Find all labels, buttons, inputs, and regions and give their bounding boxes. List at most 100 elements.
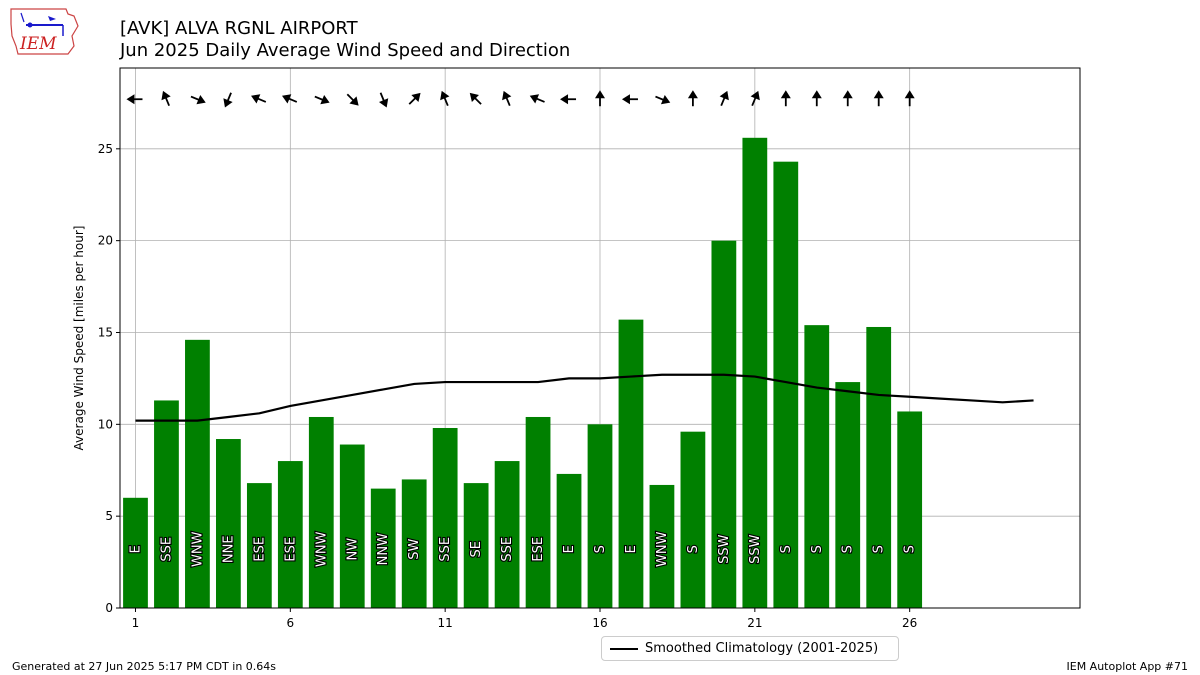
bar-day-6 [277, 461, 303, 608]
chart-title: Jun 2025 Daily Average Wind Speed and Di… [120, 40, 571, 61]
direction-label-day-6: ESE [283, 537, 298, 562]
direction-label-day-16: S [593, 545, 608, 553]
direction-label-day-8: NW [345, 538, 360, 561]
bar-day-21 [742, 137, 768, 609]
legend-label: Smoothed Climatology (2001-2025) [645, 641, 879, 656]
generated-timestamp: Generated at 27 Jun 2025 5:17 PM CDT in … [12, 660, 277, 673]
wind-arrow-head [440, 90, 450, 101]
bar-day-18 [649, 484, 675, 608]
wind-arrow-head [223, 98, 233, 108]
wind-arrow-head [780, 90, 791, 99]
wind-arrow-day-13 [502, 90, 512, 107]
wind-arrow-head [251, 94, 261, 104]
bar-day-25 [866, 326, 892, 608]
bar-day-20 [711, 240, 737, 608]
bar-day-12 [463, 483, 489, 608]
direction-label-day-22: S [779, 545, 794, 553]
y-axis-label: Average Wind Speed [miles per hour] [72, 226, 86, 451]
wind-arrow-head [469, 92, 479, 103]
wind-arrow-head [660, 94, 671, 105]
bar-day-11 [432, 428, 458, 608]
y-tick-label: 25 [98, 142, 113, 156]
direction-label-day-26: S [903, 545, 918, 553]
direction-label-day-9: NNW [376, 533, 391, 565]
wind-arrow-day-12 [469, 92, 482, 105]
wind-arrow-head [873, 90, 884, 99]
bar-day-19 [680, 431, 706, 608]
bar-day-23 [804, 325, 830, 608]
bar-day-16 [587, 424, 613, 608]
app-credit: IEM Autoplot App #71 [1066, 660, 1189, 673]
direction-label-day-25: S [872, 545, 887, 553]
bar-day-3 [185, 339, 210, 608]
x-tick-label: 21 [747, 616, 762, 630]
logo-text: IEM [19, 34, 57, 54]
direction-label-day-14: ESE [531, 537, 546, 562]
bar-day-24 [835, 382, 861, 608]
direction-label-day-15: E [562, 545, 577, 553]
wind-arrow-day-17 [621, 94, 638, 105]
wind-arrow-head [349, 96, 359, 106]
wind-arrow-head [811, 90, 822, 99]
y-tick-label: 15 [98, 325, 113, 339]
y-tick-label: 5 [105, 509, 113, 523]
bar-day-5 [246, 483, 272, 608]
wind-arrow-day-23 [811, 90, 822, 107]
bar-day-10 [401, 479, 427, 608]
legend: Smoothed Climatology (2001-2025) [601, 636, 899, 661]
wind-arrow-day-2 [161, 90, 171, 107]
bar-day-13 [494, 461, 520, 608]
x-tick-label: 1 [132, 616, 140, 630]
wind-arrow-head [502, 90, 512, 101]
direction-label-day-23: S [810, 545, 825, 553]
wind-arrow-head [750, 90, 760, 101]
direction-label-layer: E SSE WNW NNE ESE ESE WNW NW NNW SW SSE SE SSE ESE E S E… [127, 530, 918, 568]
direction-label-day-3: WNW [190, 531, 205, 567]
wind-arrow-head [320, 94, 330, 105]
bar-day-1 [123, 497, 148, 608]
climatology-layer [135, 373, 1034, 422]
arrow-layer [126, 90, 915, 108]
bar-day-17 [618, 319, 644, 608]
wind-arrow-day-21 [750, 90, 760, 107]
wind-arrow-day-6 [282, 94, 298, 104]
direction-label-day-12: SE [469, 541, 484, 557]
y-tick-label: 10 [98, 417, 113, 431]
direction-label-day-2: SSE [159, 537, 174, 562]
wind-arrow-head [282, 94, 292, 104]
x-tick-label: 16 [592, 616, 607, 630]
x-tick-label: 11 [438, 616, 453, 630]
direction-label-day-1: E [128, 545, 143, 553]
direction-label-day-13: SSE [500, 537, 515, 562]
wind-arrow-day-4 [223, 92, 233, 108]
direction-label-day-21: SSW [748, 534, 763, 564]
wind-arrow-day-22 [780, 90, 791, 107]
wind-arrow-day-10 [408, 92, 421, 105]
climatology-line [135, 373, 1034, 422]
bar-day-22 [773, 161, 799, 608]
wind-arrow-head [595, 90, 605, 99]
wind-arrow-day-7 [314, 94, 330, 105]
wind-arrow-day-20 [719, 90, 729, 107]
wind-arrow-head [904, 90, 915, 99]
wind-arrow-head [378, 98, 389, 108]
bar-day-8 [339, 444, 365, 608]
legend-line-swatch [610, 648, 638, 650]
wind-arrow-day-3 [190, 94, 206, 105]
y-tick-label: 0 [105, 601, 113, 615]
direction-label-day-20: SSW [717, 534, 732, 564]
wind-arrow-day-8 [346, 93, 359, 106]
direction-label-day-18: WNW [655, 531, 670, 567]
wind-arrow-day-5 [251, 94, 267, 104]
direction-label-day-4: NNE [221, 535, 236, 563]
bar-day-4 [216, 439, 241, 608]
wind-arrow-head [126, 94, 135, 105]
direction-label-day-19: S [686, 545, 701, 553]
wind-arrow-day-9 [378, 92, 389, 108]
wind-arrow-head [529, 94, 540, 104]
bar-layer [123, 137, 923, 609]
wind-arrow-day-16 [595, 90, 605, 107]
wind-arrow-head [621, 94, 630, 105]
